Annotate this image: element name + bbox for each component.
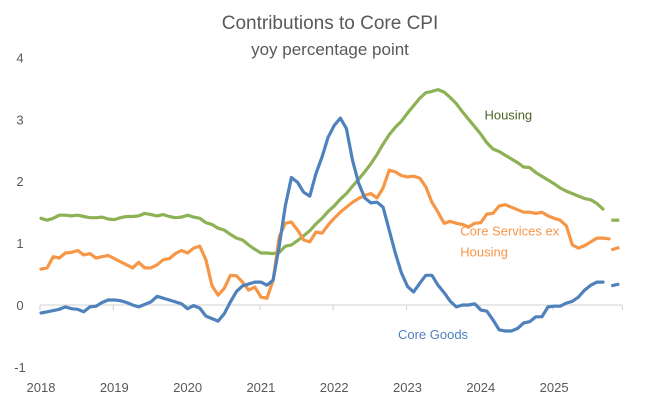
series-line-core-goods bbox=[39, 116, 605, 333]
y-tick-label: 4 bbox=[16, 50, 23, 65]
x-tick-label: 2020 bbox=[173, 380, 202, 395]
series-label-core-services-ex-housing: Core Services ex bbox=[460, 224, 559, 239]
x-tick-label: 2022 bbox=[320, 380, 349, 395]
y-tick-label: 1 bbox=[16, 236, 23, 251]
x-tick-label: 2025 bbox=[540, 380, 569, 395]
chart-title: Contributions to Core CPI bbox=[222, 13, 439, 34]
y-axis: 4 3 2 1 0 -1 bbox=[14, 50, 26, 375]
series-label-core-services-ex-housing: Housing bbox=[460, 245, 508, 260]
x-tick-label: 2024 bbox=[466, 380, 495, 395]
x-tick-label: 2018 bbox=[27, 380, 56, 395]
x-tick-label: 2023 bbox=[393, 380, 422, 395]
series-projection-core-goods bbox=[610, 282, 620, 288]
x-tick-label: 2019 bbox=[100, 380, 129, 395]
series-label-housing: Housing bbox=[484, 107, 532, 122]
series-line-housing bbox=[39, 87, 605, 256]
series-label-core-goods: Core Goods bbox=[398, 327, 469, 342]
series-labels: Housing Core Services ex Housing Core Goods bbox=[398, 107, 560, 342]
x-tick-label: 2021 bbox=[246, 380, 275, 395]
series-projection-core-services-ex-housing bbox=[610, 245, 620, 252]
y-tick-label: 2 bbox=[16, 174, 23, 189]
chart-subtitle: yoy percentage point bbox=[251, 40, 409, 59]
y-tick-label: 0 bbox=[16, 298, 23, 313]
y-tick-label: 3 bbox=[16, 112, 23, 127]
x-axis: 2018 2019 2020 2021 2022 2023 2024 2025 bbox=[27, 304, 624, 395]
y-tick-label: -1 bbox=[14, 360, 26, 375]
series-line-core-services-ex-housing bbox=[39, 168, 611, 300]
plot-area bbox=[39, 87, 620, 333]
